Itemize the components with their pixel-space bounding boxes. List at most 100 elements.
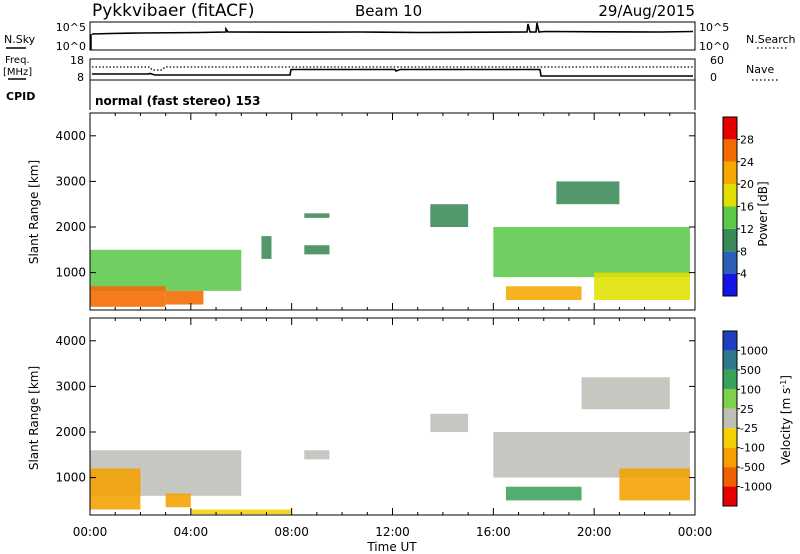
vel-region-3 — [190, 509, 292, 515]
sky-left-tick-bottom: 10^0 — [56, 40, 86, 53]
velocity-colorbar-frame — [722, 330, 738, 507]
power-region-4 — [304, 245, 330, 255]
vel-region-5 — [430, 413, 469, 433]
sky-left-label: N.Sky — [4, 33, 36, 46]
freq-panel-frame — [89, 58, 696, 81]
power-y-ticks: 1000 2000 3000 4000 — [55, 129, 695, 280]
power-colorbar-label-4: 20 — [740, 178, 754, 191]
freq-label-line1: Freq. — [5, 55, 30, 66]
freq-line — [92, 68, 693, 77]
time-tick-label-3: 12:00 — [375, 525, 410, 539]
beam-title: Beam 10 — [355, 2, 422, 20]
date-title: 29/Aug/2015 — [598, 2, 695, 20]
nave-line — [92, 66, 693, 71]
vel-region-8 — [619, 468, 690, 501]
power-ytick-label-2: 3000 — [55, 174, 86, 188]
power-swatch-1 — [723, 251, 737, 274]
velocity-colorbar-label: Velocity [m s-1] — [779, 375, 793, 465]
velocity-swatch-3 — [723, 389, 737, 409]
sky-left-tick-top: 10^5 — [56, 21, 86, 34]
vel-ytick-label-0: 1000 — [55, 471, 86, 485]
velocity-colorbar-label-7: -1000 — [740, 481, 772, 494]
power-region-6 — [430, 204, 469, 228]
power-marks — [90, 181, 690, 307]
vel-region-9 — [581, 377, 670, 410]
velocity-colorbar-label-0: 1000 — [740, 344, 768, 357]
time-tick-label-4: 16:00 — [476, 525, 511, 539]
velocity-colorbar-label-3: 25 — [740, 403, 754, 416]
velocity-colorbar-label-main: Velocity [m s — [779, 388, 793, 465]
power-ytick-label-0: 1000 — [55, 266, 86, 280]
vel-ytick-label-3: 4000 — [55, 334, 86, 348]
velocity-marks — [90, 377, 690, 515]
velocity-colorbar-label-2: 100 — [740, 383, 761, 396]
power-colorbar-label-1: 8 — [740, 245, 747, 258]
sky-panel: N.Sky 10^5 10^0 10^5 10^0 N.Search — [4, 21, 796, 53]
power-region-3 — [261, 236, 272, 259]
time-axis-labels: 00:00 04:00 08:00 12:00 16:00 20:00 00:00 — [73, 525, 713, 539]
power-region-5 — [304, 213, 330, 218]
velocity-y-ticks: 1000 2000 3000 4000 — [55, 334, 695, 485]
power-colorbar: 4 8 12 16 20 24 28 Power [dB] — [722, 116, 770, 297]
power-swatch-4 — [723, 184, 737, 207]
power-colorbar-label: Power [dB] — [756, 181, 770, 246]
power-swatch-6 — [723, 139, 737, 162]
vel-ytick-label-1: 2000 — [55, 425, 86, 439]
sky-panel-frame — [89, 21, 696, 51]
nave-label: Nave — [746, 63, 774, 76]
time-tick-label-2: 08:00 — [274, 525, 309, 539]
power-swatch-2 — [723, 228, 737, 252]
velocity-colorbar: 1000 500 100 25 -25 -100 -500 -1000 Velocity [m… — [722, 330, 793, 507]
freq-label-line2: [MHz] — [3, 67, 32, 78]
vel-region-4 — [304, 450, 330, 460]
power-region-0 — [90, 249, 242, 291]
velocity-swatch-6 — [723, 447, 737, 468]
velocity-colorbar-label-5: -100 — [740, 442, 765, 455]
power-colorbar-label-5: 24 — [740, 156, 754, 169]
power-ytick-label-1: 2000 — [55, 220, 86, 234]
time-tick-label-1: 04:00 — [174, 525, 209, 539]
power-colorbar-swatches: 4 8 12 16 20 24 28 — [722, 116, 754, 297]
velocity-swatch-1 — [723, 350, 737, 370]
power-swatch-7 — [723, 117, 737, 140]
power-colorbar-label-0: 4 — [740, 268, 747, 281]
power-x-ticks — [89, 113, 696, 310]
time-axis-label: Time UT — [366, 540, 417, 554]
velocity-swatch-5 — [723, 428, 737, 448]
velocity-panel: 1000 2000 3000 4000 Slant Range [km] — [27, 317, 696, 516]
radar-title: Pykkvibaer (fitACF) — [92, 1, 254, 21]
cpid-text: normal (fast stereo) 153 — [95, 94, 261, 108]
power-region-7 — [493, 227, 690, 278]
power-colorbar-label-2: 12 — [740, 223, 754, 236]
velocity-colorbar-label-6: -500 — [740, 461, 765, 474]
sky-right-tick-bottom: 10^0 — [699, 40, 729, 53]
velocity-swatch-8 — [723, 486, 737, 506]
power-colorbar-label-6: 28 — [740, 133, 754, 146]
power-region-9 — [594, 272, 690, 300]
velocity-colorbar-label-4: -25 — [740, 422, 758, 435]
velocity-colorbar-label-1: 500 — [740, 364, 761, 377]
time-tick-label-6: 00:00 — [678, 525, 713, 539]
power-ytick-label-3: 4000 — [55, 129, 86, 143]
time-tick-label-5: 20:00 — [577, 525, 612, 539]
velocity-swatch-7 — [723, 467, 737, 487]
power-region-10 — [556, 181, 620, 205]
power-region-2 — [165, 290, 204, 305]
time-tick-label-0: 00:00 — [73, 525, 108, 539]
nave-tick-top: 60 — [710, 54, 724, 67]
vel-region-7 — [505, 486, 582, 501]
power-swatch-3 — [723, 206, 737, 229]
velocity-x-ticks — [89, 318, 696, 515]
velocity-colorbar-swatches: 1000 500 100 25 -25 -100 -500 -1000 — [722, 330, 772, 507]
power-panel: 1000 2000 3000 4000 Slant Range [km] — [27, 112, 696, 311]
power-swatch-5 — [723, 161, 737, 185]
sky-right-label: N.Search — [746, 33, 796, 46]
power-swatch-0 — [723, 273, 737, 296]
vel-region-2 — [165, 493, 191, 508]
sky-right-tick-top: 10^5 — [699, 21, 729, 34]
power-region-8 — [505, 286, 582, 300]
velocity-colorbar-label-end: ] — [779, 375, 793, 380]
vel-region-1 — [90, 468, 141, 510]
freq-panel: Freq. [MHz] 18 8 60 0 Nave — [3, 54, 778, 84]
